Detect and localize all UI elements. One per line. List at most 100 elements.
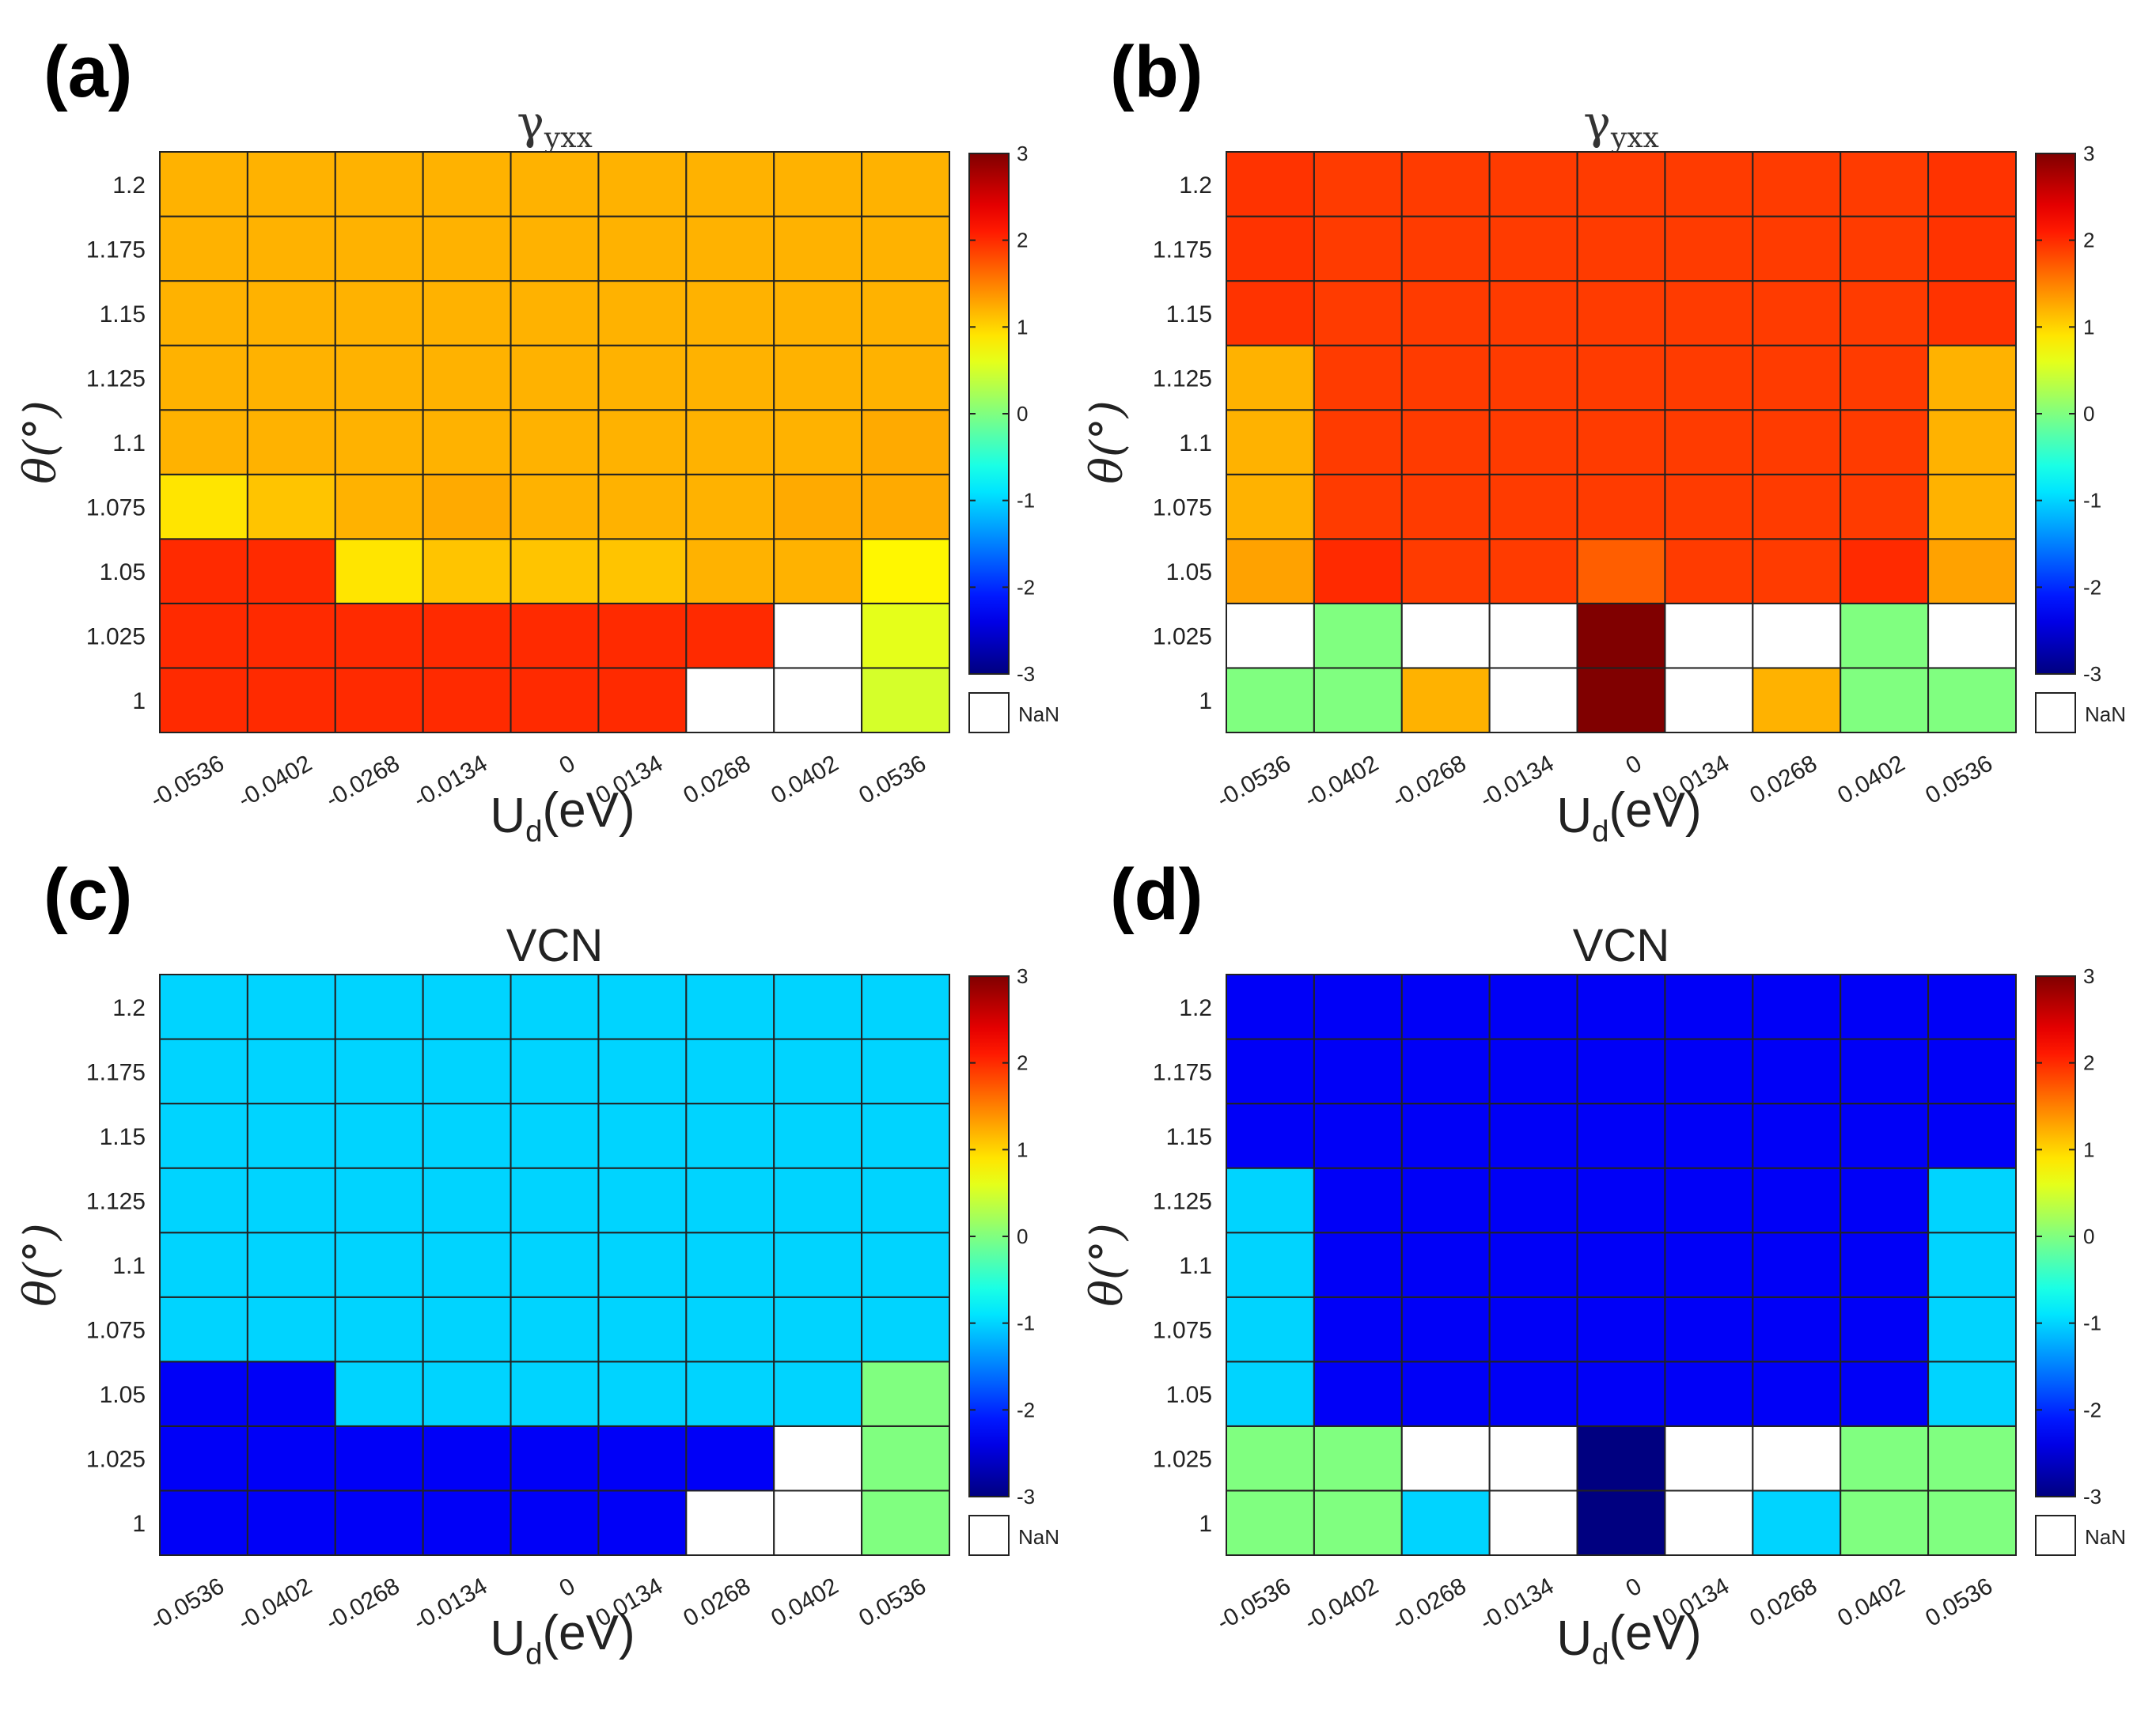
heatmap-cell: [597, 602, 688, 669]
heatmap-cells: [1226, 974, 2017, 1557]
y-tick-label: 1.175: [1153, 1059, 1212, 1085]
heatmap-cell: [1400, 667, 1491, 734]
heatmap-cell: [1313, 1167, 1403, 1234]
heatmap-cell: [1664, 151, 1754, 218]
heatmap-cells: [159, 974, 950, 1557]
heatmap-cell: [422, 538, 512, 604]
panel-d: (d) VCN 1 1.025 1.05 1.075 1.1 1.125 1.15 1.175 1.…: [1082, 854, 2126, 1671]
heatmap-cell: [159, 602, 248, 669]
chart-title-base: γ: [517, 96, 544, 150]
plot-frame: [1226, 151, 2017, 733]
heatmap-cell: [1664, 473, 1754, 540]
heatmap-cell: [1400, 1425, 1491, 1492]
heatmap-cell: [1488, 1232, 1578, 1298]
heatmap-cell: [1840, 538, 1930, 604]
heatmap-cell: [159, 151, 248, 218]
heatmap-cell: [861, 151, 950, 218]
heatmap-cell: [159, 1490, 248, 1557]
heatmap-cell: [1840, 1103, 1930, 1169]
heatmap-cell: [1488, 667, 1578, 734]
y-tick-label: 1.025: [1153, 1447, 1212, 1473]
heatmap-cell: [1927, 215, 2017, 282]
heatmap-cell: [861, 215, 950, 282]
heatmap-cell: [685, 602, 775, 669]
colorbar: [968, 153, 1010, 675]
colorbar-tick-label: -3: [2083, 1485, 2101, 1508]
heatmap-cell: [685, 215, 775, 282]
heatmap-cell: [861, 280, 950, 346]
x-tick-label: 0.0268: [679, 750, 755, 808]
heatmap-cell: [1840, 1167, 1930, 1234]
heatmap-cell: [1400, 1361, 1491, 1427]
heatmap-cell: [1226, 602, 1315, 669]
x-tick-label: -0.0268: [321, 1573, 404, 1635]
x-tick-label: 0.0268: [679, 1573, 755, 1631]
heatmap-cells: [1226, 151, 2017, 734]
y-tick-label: 1.1: [1179, 430, 1212, 456]
heatmap-cell: [246, 409, 336, 475]
x-tick-label: 0: [555, 1573, 580, 1602]
x-axis-label-suffix: (eV): [543, 783, 635, 838]
heatmap-cell: [1488, 344, 1578, 411]
heatmap-cell: [246, 1103, 336, 1169]
heatmap-cell: [1400, 1490, 1491, 1557]
nan-legend-box: [2035, 1515, 2076, 1556]
x-tick-label: 0.0402: [1833, 750, 1909, 808]
heatmap-cell: [1488, 151, 1578, 218]
y-tick-label: 1.2: [1179, 172, 1212, 199]
heatmap-cell: [1313, 1296, 1403, 1363]
heatmap-cell: [334, 1038, 424, 1105]
heatmap-cell: [1752, 1361, 1842, 1427]
heatmap-cell: [1488, 1167, 1578, 1234]
y-tick-label: 1.025: [1153, 624, 1212, 650]
heatmap-cell: [1400, 538, 1491, 604]
heatmap-cell: [773, 151, 863, 218]
heatmap-cell: [1927, 473, 2017, 540]
heatmap-cell: [1400, 1167, 1491, 1234]
heatmap-cell: [1488, 1296, 1578, 1363]
colorbar-tick-label: 3: [2083, 964, 2094, 988]
heatmap-cell: [1488, 1038, 1578, 1105]
heatmap-cell: [1840, 974, 1930, 1040]
plot-frame: [159, 151, 950, 733]
heatmap-cell: [861, 1490, 950, 1557]
heatmap-cell: [1400, 215, 1491, 282]
heatmap-cell: [597, 538, 688, 604]
heatmap-cell: [1840, 1038, 1930, 1105]
heatmap-cell: [773, 1167, 863, 1234]
heatmap-cell: [1927, 1425, 2017, 1492]
heatmap-cell: [422, 473, 512, 540]
heatmap-cell: [422, 602, 512, 669]
y-axis-label: θ(°): [15, 1223, 66, 1306]
heatmap-cell: [510, 667, 600, 734]
colorbar-tick-label: 1: [1017, 315, 1028, 339]
heatmap-cell: [1664, 538, 1754, 604]
heatmap-cell: [1313, 1425, 1403, 1492]
heatmap-cell: [422, 1361, 512, 1427]
colorbar-tick-label: 3: [1017, 142, 1028, 165]
heatmap-cell: [422, 344, 512, 411]
colorbar-tick-label: -2: [1017, 575, 1035, 599]
colorbar-tick-label: 2: [2083, 229, 2094, 252]
heatmap-cell: [1488, 538, 1578, 604]
heatmap-cell: [685, 280, 775, 346]
colorbar-tick-label: -1: [1017, 1312, 1035, 1335]
panel-label: (a): [44, 32, 132, 112]
heatmap-cell: [1840, 409, 1930, 475]
x-tick-label: -0.0134: [1476, 1573, 1559, 1635]
heatmap-cell: [246, 215, 336, 282]
chart-title: γyxx: [1583, 96, 1659, 154]
heatmap-cell: [1576, 1361, 1666, 1427]
y-tick-label: 1.025: [86, 1447, 146, 1473]
nan-legend-label: NaN: [1018, 702, 1059, 726]
y-tick-label: 1.075: [1153, 1318, 1212, 1344]
heatmap-cell: [1400, 473, 1491, 540]
heatmap-cell: [1840, 1296, 1930, 1363]
heatmap-cell: [1400, 1232, 1491, 1298]
heatmap-cell: [1226, 1490, 1315, 1557]
y-tick-label: 1.075: [86, 1318, 146, 1344]
x-tick-label: 0: [555, 750, 580, 779]
heatmap-cell: [334, 974, 424, 1040]
heatmap-cell: [1927, 1167, 2017, 1234]
heatmap-cell: [422, 280, 512, 346]
